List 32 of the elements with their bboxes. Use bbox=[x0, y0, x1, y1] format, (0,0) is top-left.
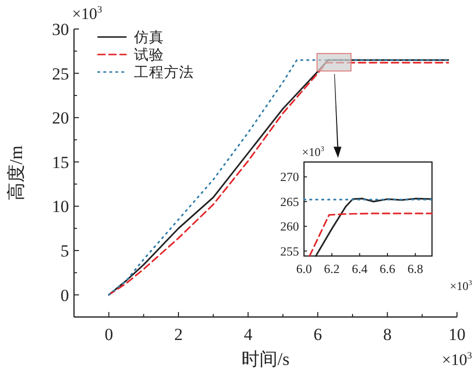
text: ×10$^{3}$ bbox=[442, 350, 472, 369]
y-tick-label: 0 bbox=[60, 286, 69, 305]
y-tick-label: 5 bbox=[60, 241, 69, 260]
y-tick-label: 30 bbox=[52, 20, 69, 39]
x-tick-label: 6.8 bbox=[407, 262, 424, 276]
annotation: ×10$^{3}$ bbox=[450, 279, 472, 293]
x-axis-title: 时间/s bbox=[241, 349, 290, 369]
x-tick-label: 6.4 bbox=[352, 262, 368, 276]
y-tick-label: 10 bbox=[52, 197, 69, 216]
x-tick-label: 4 bbox=[244, 324, 253, 344]
annotation: ×10$^{3}$ bbox=[302, 145, 325, 159]
y-tick-label: 265 bbox=[280, 194, 299, 209]
x-tick-label: 6 bbox=[313, 324, 322, 344]
legend-label: 仿真 bbox=[133, 29, 164, 46]
y-tick-label: 270 bbox=[280, 170, 299, 184]
y-axis-title: 高度/m bbox=[6, 145, 26, 201]
y-tick-label: 25 bbox=[52, 64, 69, 84]
text: ×10$^{3}$ bbox=[72, 4, 102, 23]
y-tick-label: 20 bbox=[52, 108, 69, 128]
x-tick-label: 10 bbox=[448, 324, 466, 344]
legend-label: 试验 bbox=[134, 46, 164, 64]
y-tick-label: 260 bbox=[280, 220, 299, 234]
x-tick-label: 0 bbox=[104, 324, 114, 344]
y-tick-label: 255 bbox=[280, 244, 299, 258]
legend-label: 工程方法 bbox=[134, 64, 194, 81]
x-tick-label: 2 bbox=[174, 324, 183, 344]
x-tick-label: 6.6 bbox=[380, 262, 396, 276]
x-tick-label: 8 bbox=[383, 324, 392, 344]
y-tick-label: 15 bbox=[52, 152, 69, 172]
x-tick-label: 6.2 bbox=[324, 262, 340, 276]
x-tick-label: 6.0 bbox=[296, 262, 312, 276]
line-series bbox=[308, 212, 433, 257]
